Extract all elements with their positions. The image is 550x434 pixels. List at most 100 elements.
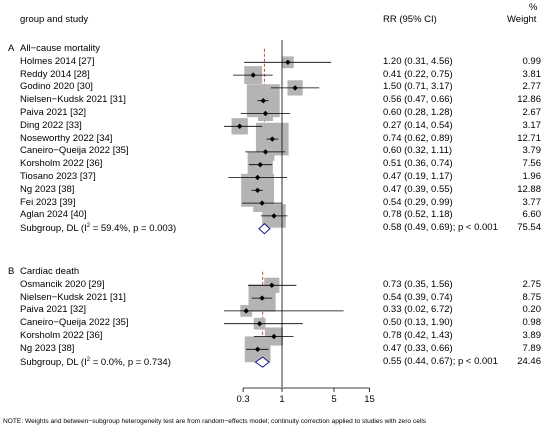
study-ci: 0.56 (0.47, 0.66) xyxy=(383,94,453,106)
study-point xyxy=(243,308,249,314)
study-label: Tiosano 2023 [37] xyxy=(20,171,96,182)
study-point xyxy=(254,346,261,352)
group-letter: A xyxy=(8,43,15,54)
study-label: Godino 2020 [30] xyxy=(20,81,93,93)
x-tick-label: 15 xyxy=(364,394,375,405)
subgroup-label-sup: 2 xyxy=(86,223,91,230)
footnote: NOTE: Weights and between−subgroup heter… xyxy=(3,418,427,425)
study-weight: 2.67 xyxy=(522,107,542,118)
study-weight: 12.86 xyxy=(517,94,541,106)
subgroup-label-sup: 2 xyxy=(86,356,91,363)
study-label: Nielsen−Kudsk 2021 [31] xyxy=(20,94,126,106)
study-ci: 0.54 (0.29, 0.99) xyxy=(383,196,453,208)
study-ci: 0.47 (0.33, 0.66) xyxy=(383,342,453,354)
x-tick-label: 0.3 xyxy=(236,394,250,405)
study-label: Fei 2023 [39] xyxy=(20,196,76,208)
study-weight: 7.89 xyxy=(522,342,542,354)
study-weight: 2.75 xyxy=(522,278,542,290)
study-weight: 3.17 xyxy=(522,119,542,131)
study-point xyxy=(271,213,277,219)
header-weight: Weight xyxy=(507,14,537,25)
study-label: Paiva 2021 [32] xyxy=(20,107,87,118)
study-ci: 0.47 (0.39, 0.55) xyxy=(383,183,453,195)
subgroup-diamond xyxy=(258,223,271,235)
study-label: Ng 2023 [38] xyxy=(20,342,75,354)
x-tick-label: 5 xyxy=(331,394,337,405)
study-ci: 0.33 (0.02, 6.72) xyxy=(383,304,453,316)
study-weight: 0.99 xyxy=(522,55,542,67)
subgroup-label-suffix: = 59.4%, p = 0.003) xyxy=(90,223,177,235)
study-weight: 3.89 xyxy=(522,330,542,341)
study-point xyxy=(269,136,275,142)
study-point xyxy=(285,59,291,65)
study-ci: 0.78 (0.42, 1.43) xyxy=(383,330,453,341)
study-ci: 0.47 (0.19, 1.17) xyxy=(383,171,453,182)
study-point xyxy=(262,110,269,117)
subgroup-label-prefix: Subgroup, DL (I xyxy=(20,223,87,235)
study-point xyxy=(269,282,275,288)
study-label: Noseworthy 2022 [34] xyxy=(20,132,113,144)
study-weight: 3.81 xyxy=(522,68,542,80)
study-ci: 0.78 (0.52, 1.18) xyxy=(383,209,453,221)
study-label: Osmancik 2020 [29] xyxy=(20,278,105,290)
study-label: Aglan 2024 [40] xyxy=(20,209,87,221)
study-ci: 0.60 (0.32, 1.11) xyxy=(383,145,453,157)
study-ci: 1.50 (0.71, 3.17) xyxy=(383,81,453,93)
subgroup-label: Subgroup, DL (I2 = 59.4%, p = 0.003) xyxy=(20,223,176,234)
study-point xyxy=(292,85,298,91)
study-label: Reddy 2014 [28] xyxy=(20,68,90,80)
study-weight: 3.77 xyxy=(522,196,542,208)
study-label: Paiva 2021 [32] xyxy=(20,304,87,316)
study-point xyxy=(271,333,277,340)
subgroup-ci: 0.55 (0.44, 0.67); p < 0.001 xyxy=(383,355,498,367)
study-point xyxy=(254,187,261,193)
study-point xyxy=(259,200,265,206)
study-weight: 2.77 xyxy=(522,81,542,93)
subgroup-label-prefix: Subgroup, DL (I xyxy=(20,356,87,368)
study-ci: 0.50 (0.13, 1.90) xyxy=(383,317,453,329)
study-weight: 12.71 xyxy=(517,132,541,144)
study-label: Caneiro−Queija 2022 [35] xyxy=(20,145,129,157)
study-label: Korsholm 2022 [36] xyxy=(20,330,103,341)
study-label: Holmes 2014 [27] xyxy=(20,55,95,67)
study-point xyxy=(236,123,243,129)
study-ci: 0.51 (0.36, 0.74) xyxy=(383,158,453,170)
study-weight: 1.96 xyxy=(522,171,542,182)
study-label: Nielsen−Kudsk 2021 [31] xyxy=(20,291,126,303)
header-rr: RR (95% CI) xyxy=(383,14,437,25)
study-label: Ding 2022 [33] xyxy=(20,119,82,131)
study-ci: 0.60 (0.28, 1.28) xyxy=(383,107,453,118)
group-title: All−cause mortality xyxy=(20,43,100,54)
x-tick-label: 1 xyxy=(279,394,285,405)
study-point xyxy=(260,98,266,104)
study-point xyxy=(250,72,256,78)
group-title: Cardiac death xyxy=(20,266,80,277)
group-letter: B xyxy=(8,266,15,277)
study-point xyxy=(256,321,263,327)
study-weight: 0.20 xyxy=(522,304,542,316)
study-point xyxy=(262,149,269,155)
study-weight: 12.88 xyxy=(517,183,541,195)
study-point xyxy=(259,295,265,301)
study-point xyxy=(254,174,261,181)
study-ci: 0.54 (0.39, 0.74) xyxy=(383,291,453,303)
header-study: group and study xyxy=(20,14,89,25)
study-label: Caneiro−Queija 2022 [35] xyxy=(20,317,129,329)
header-weight-pct: % xyxy=(529,2,538,13)
study-ci: 0.74 (0.62, 0.89) xyxy=(383,132,453,144)
study-weight: 3.79 xyxy=(522,145,542,157)
subgroup-diamond xyxy=(254,356,270,368)
study-weight: 0.98 xyxy=(522,317,542,329)
study-ci: 1.20 (0.31, 4.56) xyxy=(383,55,453,67)
study-weight: 7.56 xyxy=(522,158,542,170)
study-label: Korsholm 2022 [36] xyxy=(20,158,103,170)
study-ci: 0.41 (0.22, 0.75) xyxy=(383,68,453,80)
study-weight: 6.60 xyxy=(522,209,542,221)
subgroup-ci: 0.58 (0.49, 0.69); p < 0.001 xyxy=(383,222,498,234)
study-ci: 0.27 (0.14, 0.54) xyxy=(383,119,453,131)
subgroup-weight: 24.46 xyxy=(517,355,541,367)
subgroup-label: Subgroup, DL (I2 = 0.0%, p = 0.734) xyxy=(20,357,171,368)
subgroup-weight: 75.54 xyxy=(517,222,541,234)
study-weight: 8.75 xyxy=(522,291,542,303)
